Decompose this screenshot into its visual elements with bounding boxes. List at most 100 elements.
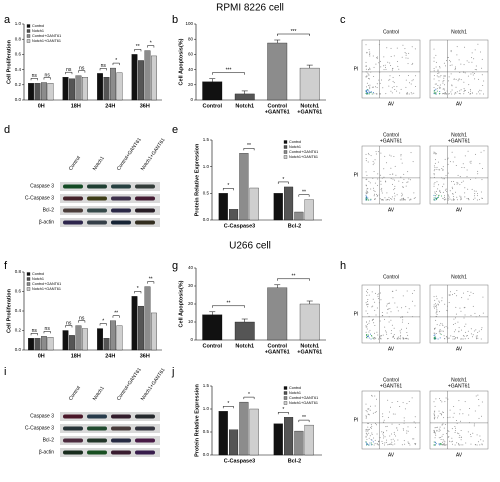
flow-dot: [444, 65, 446, 67]
flow-dot: [478, 330, 480, 332]
flow-dot: [380, 189, 382, 191]
flow-dot: [446, 191, 448, 193]
legend-label: Notch1: [289, 391, 301, 395]
flow-dot: [450, 335, 452, 337]
flow-dot: [467, 197, 469, 199]
flow-dot: [457, 182, 459, 184]
flow-dot: [442, 88, 444, 90]
flow-dot: [464, 325, 466, 327]
flow-dot: [476, 199, 478, 201]
flow-dot: [433, 75, 435, 77]
sig-bracket: [65, 71, 73, 75]
flow-dot: [367, 444, 369, 446]
bar: [69, 335, 75, 351]
flow-dot: [393, 156, 395, 158]
panel-label: g: [172, 260, 178, 272]
flow-dot: [434, 162, 436, 164]
x-tick-label: Notch1: [300, 103, 319, 109]
flow-dot: [402, 319, 404, 321]
flow-dot: [470, 333, 472, 335]
flow-dot: [367, 408, 369, 410]
flow-dot: [433, 173, 435, 175]
flow-dot: [375, 292, 377, 294]
flow-dot: [399, 199, 401, 201]
flow-dot: [447, 163, 449, 165]
flow-dot: [480, 51, 482, 53]
flow-dot: [469, 93, 471, 95]
flow-dot: [440, 443, 442, 445]
sig-bracket: [43, 77, 51, 80]
flow-dot: [402, 186, 404, 188]
flow-frame: [429, 284, 489, 344]
flow-dot: [373, 187, 375, 189]
blot-strip: [60, 424, 160, 433]
flow-dot: [394, 179, 396, 181]
flow-dot: [376, 195, 378, 197]
flow-dot: [396, 90, 398, 92]
flow-dot: [462, 180, 464, 182]
flow-dot: [412, 161, 414, 163]
flow-dot: [481, 443, 483, 445]
bar: [28, 83, 34, 101]
flow-dot: [381, 315, 383, 317]
x-tick-label: +GANT61: [297, 109, 322, 115]
flow-dot: [469, 88, 471, 90]
flow-dot: [393, 327, 395, 329]
flow-dot: [405, 53, 407, 55]
y-tick-label: 100: [185, 21, 193, 26]
flow-dot: [439, 189, 441, 191]
flow-dot: [433, 441, 435, 443]
bar: [34, 83, 41, 101]
flow-dot: [368, 154, 370, 156]
flow-dot: [454, 432, 456, 434]
x-tick-label: Control: [267, 103, 287, 109]
flow-dot: [365, 429, 367, 431]
bar: [273, 193, 283, 221]
flow-dot: [368, 414, 370, 416]
legend-label: Control: [289, 140, 301, 144]
flow-dot: [435, 93, 437, 95]
flow-dot: [390, 311, 392, 313]
legend-swatch: [26, 24, 31, 28]
sig-bracket: [99, 68, 107, 71]
flow-dot: [438, 194, 440, 196]
flow-dot: [368, 322, 370, 324]
flow-dot: [435, 295, 437, 297]
flow-dot: [407, 63, 409, 65]
flow-dot: [443, 197, 445, 199]
flow-dot: [433, 174, 435, 176]
flow-dot: [434, 197, 436, 199]
flow-dot: [461, 198, 463, 200]
flow-dot: [402, 194, 404, 196]
section-title: RPMI 8226 cell: [216, 3, 284, 14]
bar: [28, 338, 34, 351]
flow-dot: [408, 93, 410, 95]
flow-dot: [451, 428, 453, 430]
flow-dot: [410, 198, 412, 200]
flow-dot: [443, 88, 445, 90]
x-tick-label: 18H: [71, 353, 81, 359]
flow-dot: [457, 432, 459, 434]
flow-dot: [382, 416, 384, 418]
flow-dot: [446, 338, 448, 340]
sig-bracket: [78, 320, 86, 323]
blot-row-label: Caspase 3: [30, 413, 54, 419]
flow-dot: [436, 181, 438, 183]
flow-dot: [472, 293, 474, 295]
flow-dot: [381, 199, 383, 201]
flow-dot: [446, 444, 448, 446]
flow-dot: [478, 78, 480, 80]
flow-dot: [396, 194, 398, 196]
flow-dot: [439, 66, 441, 68]
sig-label: **: [227, 301, 231, 307]
sig-label: *: [150, 40, 152, 46]
flow-dot: [392, 80, 394, 82]
flow-dot: [459, 176, 461, 178]
sig-label: *: [248, 392, 250, 398]
flow-dot: [460, 429, 462, 431]
flow-dot: [389, 443, 391, 445]
flow-dot: [460, 329, 462, 331]
blot-band: [135, 438, 155, 443]
flow-dot: [439, 329, 441, 331]
flow-dot: [471, 336, 473, 338]
